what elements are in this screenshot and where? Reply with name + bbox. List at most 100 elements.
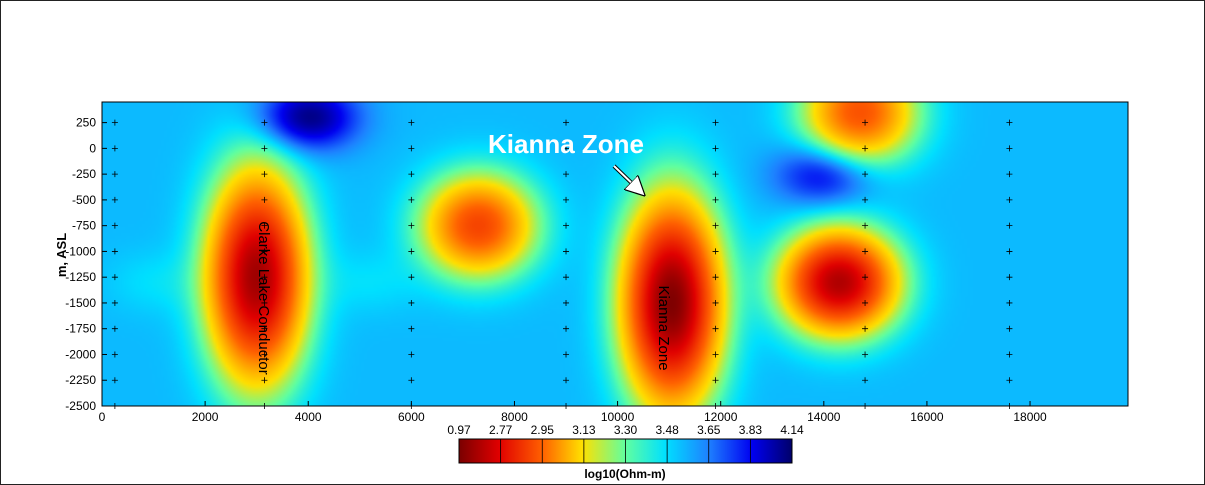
colorbar-tick-label: 2.95 xyxy=(531,423,555,437)
clarke-lake-conductor-label: Clarke Lake Conductor xyxy=(255,221,272,374)
station-marker xyxy=(862,299,869,306)
station-marker xyxy=(111,351,118,358)
station-marker xyxy=(261,299,268,306)
station-marker xyxy=(408,145,415,152)
y-tick-label: -1500 xyxy=(65,296,96,310)
y-tick-label: -1750 xyxy=(65,322,96,336)
y-tick-label: -2250 xyxy=(65,373,96,387)
x-tick-label: 14000 xyxy=(807,410,841,424)
station-marker xyxy=(712,171,719,178)
station-marker xyxy=(261,145,268,152)
station-marker xyxy=(712,196,719,203)
station-marker xyxy=(712,222,719,229)
y-tick-label: -1000 xyxy=(65,244,96,258)
y-axis: 250 0 -250 -500 -750 -1000 -1250 -1500 -1750 -200… xyxy=(65,116,107,413)
station-marker xyxy=(563,222,570,229)
station-marker xyxy=(408,119,415,126)
station-marker xyxy=(1006,119,1013,126)
station-marker xyxy=(261,274,268,281)
station-marker xyxy=(111,377,118,384)
station-marker xyxy=(862,248,869,255)
station-marker xyxy=(563,171,570,178)
y-tick-label: -2500 xyxy=(65,399,96,413)
station-marker xyxy=(111,145,118,152)
station-marker xyxy=(261,171,268,178)
station-marker xyxy=(1006,325,1013,332)
colorbar-tick-label: 3.65 xyxy=(697,423,721,437)
y-tick-label: -2000 xyxy=(65,347,96,361)
plot-border xyxy=(101,101,1129,407)
x-tick-label: 8000 xyxy=(501,410,528,424)
station-marker xyxy=(111,171,118,178)
colorbar-tick-label: 3.13 xyxy=(572,423,596,437)
station-marker xyxy=(111,403,118,409)
station-marker xyxy=(563,351,570,358)
station-marker xyxy=(712,145,719,152)
station-marker xyxy=(261,377,268,384)
kianna-arrow-inner xyxy=(613,165,641,192)
station-marker xyxy=(408,171,415,178)
station-marker xyxy=(563,119,570,126)
station-marker xyxy=(261,351,268,358)
y-axis-label: m, ASL xyxy=(54,233,69,277)
station-marker xyxy=(862,403,869,409)
station-marker xyxy=(862,145,869,152)
colorbar-ticks: 0.97 2.77 2.95 3.13 3.30 3.48 3.65 3.83 4.14 xyxy=(447,423,804,463)
station-marker xyxy=(111,274,118,281)
station-marker xyxy=(111,248,118,255)
station-marker xyxy=(261,248,268,255)
station-marker xyxy=(261,222,268,229)
station-marker xyxy=(563,145,570,152)
station-marker xyxy=(712,248,719,255)
station-marker xyxy=(1006,274,1013,281)
station-marker xyxy=(261,325,268,332)
station-marker xyxy=(408,222,415,229)
station-marker xyxy=(1006,248,1013,255)
station-marker xyxy=(563,325,570,332)
colorbar-tick-label: 3.48 xyxy=(655,423,679,437)
station-marker xyxy=(862,274,869,281)
station-marker xyxy=(563,274,570,281)
station-marker xyxy=(111,325,118,332)
station-marker xyxy=(111,299,118,306)
station-marker xyxy=(1006,222,1013,229)
station-marker xyxy=(408,274,415,281)
station-marker xyxy=(862,325,869,332)
station-marker xyxy=(111,196,118,203)
colorbar-label: log10(Ohm-m) xyxy=(584,467,665,481)
station-marker xyxy=(862,377,869,384)
x-tick-label: 4000 xyxy=(295,410,322,424)
colorbar-tick-label: 3.30 xyxy=(614,423,638,437)
station-marker xyxy=(712,351,719,358)
station-marker xyxy=(862,222,869,229)
x-tick-label: 10000 xyxy=(601,410,635,424)
x-tick-label: 6000 xyxy=(398,410,425,424)
x-tick-label: 0 xyxy=(99,410,106,424)
colorbar: 0.97 2.77 2.95 3.13 3.30 3.48 3.65 3.83 4.14 log… xyxy=(447,423,804,481)
station-markers xyxy=(111,119,1013,409)
station-marker xyxy=(563,377,570,384)
station-marker xyxy=(862,171,869,178)
kianna-zone-vertical-label: Kianna Zone xyxy=(655,285,672,370)
station-marker xyxy=(1006,171,1013,178)
station-marker xyxy=(408,196,415,203)
station-marker xyxy=(862,119,869,126)
station-marker xyxy=(563,403,570,409)
station-marker xyxy=(712,325,719,332)
station-marker xyxy=(712,119,719,126)
station-marker xyxy=(408,351,415,358)
plot-area xyxy=(101,101,1129,409)
station-marker xyxy=(1006,351,1013,358)
station-marker xyxy=(712,274,719,281)
station-marker xyxy=(712,377,719,384)
station-marker xyxy=(408,248,415,255)
station-marker xyxy=(408,377,415,384)
station-marker xyxy=(1006,196,1013,203)
station-marker xyxy=(712,299,719,306)
station-marker xyxy=(563,299,570,306)
station-marker xyxy=(111,222,118,229)
station-marker xyxy=(862,196,869,203)
station-marker xyxy=(261,119,268,126)
station-marker xyxy=(111,119,118,126)
